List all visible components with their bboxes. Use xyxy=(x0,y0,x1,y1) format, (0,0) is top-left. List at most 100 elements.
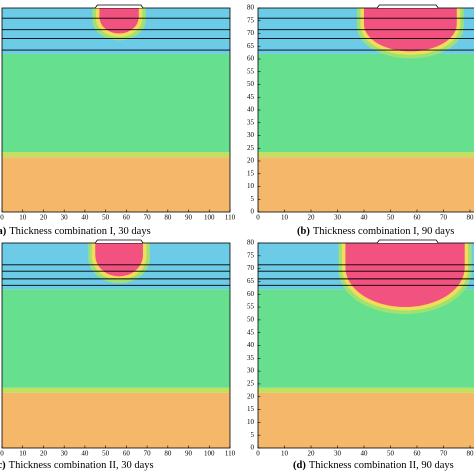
x-tick-label: 70 xyxy=(144,450,152,458)
x-tick-label: 0 xyxy=(0,214,4,222)
y-tick-label: 20 xyxy=(247,392,255,400)
x-tick-label: 40 xyxy=(361,214,369,222)
y-tick-label: 80 xyxy=(247,4,255,12)
layer xyxy=(2,152,230,158)
panel-label: (d) xyxy=(293,460,306,471)
x-tick-label: 10 xyxy=(19,450,27,458)
load-step xyxy=(94,239,144,244)
y-tick-label: 15 xyxy=(247,405,255,413)
layer xyxy=(258,157,474,212)
caption-text: Thickness combination II, 90 days xyxy=(309,460,454,471)
panel: 0 10 20 30 40 50 60 70 80 90 100 110 (c)Thickness co… xyxy=(0,239,236,471)
y-tick-label: 55 xyxy=(247,67,255,75)
layer xyxy=(2,392,230,448)
y-tick-label: 30 xyxy=(247,367,255,375)
x-tick-label: 20 xyxy=(40,214,48,222)
y-tick-label: 65 xyxy=(247,42,255,50)
panel-caption: (a)Thickness combination I, 30 days xyxy=(0,226,151,237)
y-tick-label: 5 xyxy=(251,431,255,439)
y-tick-label: 10 xyxy=(247,182,255,190)
x-tick-label: 60 xyxy=(123,450,131,458)
panel-caption: (c)Thickness combination II, 30 days xyxy=(0,460,154,471)
x-tick-label: 20 xyxy=(308,214,316,222)
layer xyxy=(258,392,474,448)
x-tick-label: 0 xyxy=(256,214,260,222)
layer xyxy=(2,289,230,388)
y-tick-label: 30 xyxy=(247,131,255,139)
x-tick-label: 70 xyxy=(440,214,448,222)
panel-label: (a) xyxy=(0,226,7,237)
panel: 0 10 20 30 40 50 60 70 80 90 100 110 (a)Thickness co… xyxy=(0,4,236,237)
y-tick-label: 55 xyxy=(247,303,255,311)
y-tick-label: 5 xyxy=(251,195,255,203)
y-tick-label: 0 xyxy=(251,208,255,216)
x-tick-label: 40 xyxy=(81,214,89,222)
y-tick-label: 75 xyxy=(247,16,255,24)
x-tick-label: 40 xyxy=(81,450,89,458)
y-tick-label: 0 xyxy=(251,444,255,452)
y-tick-label: 15 xyxy=(247,169,255,177)
plot-area xyxy=(258,8,474,212)
layer xyxy=(258,152,474,158)
x-tick-label: 50 xyxy=(102,450,110,458)
x-tick-label: 30 xyxy=(61,214,69,222)
hot-zone xyxy=(95,243,143,277)
caption-text: Thickness combination I, 30 days xyxy=(9,226,150,237)
panel-caption: (b) Thickness combination I, 90 days xyxy=(297,226,454,237)
y-tick-label: 75 xyxy=(247,251,255,259)
panel: 0 10 20 30 40 50 60 70 80 0 5 10 15 20 25 30 35 40 45 50 55 6… xyxy=(247,4,474,237)
layer xyxy=(2,387,230,393)
x-tick-label: 90 xyxy=(185,214,193,222)
panel-label: (b) xyxy=(297,226,310,237)
hot-zone xyxy=(99,8,139,34)
y-tick-label: 80 xyxy=(247,239,255,247)
x-tick-label: 20 xyxy=(308,450,316,458)
x-tick-label: 100 xyxy=(204,214,215,222)
layer xyxy=(2,53,230,153)
y-tick-label: 25 xyxy=(247,144,255,152)
panel-caption: (d) Thickness combination II, 90 days xyxy=(293,460,454,471)
x-tick-label: 10 xyxy=(19,214,27,222)
panel-label: (c) xyxy=(0,460,6,471)
panel: 0 10 20 30 40 50 60 70 80 0 5 10 15 20 25 30 35 40 45 50 55 6… xyxy=(247,239,474,471)
layer xyxy=(258,387,474,393)
x-tick-label: 10 xyxy=(281,450,289,458)
caption-text: Thickness combination II, 30 days xyxy=(9,460,154,471)
y-tick-label: 70 xyxy=(247,29,255,37)
x-tick-label: 60 xyxy=(414,214,422,222)
y-tick-label: 45 xyxy=(247,93,255,101)
hot-zone xyxy=(345,243,465,308)
plot-area xyxy=(2,8,230,212)
y-tick-label: 25 xyxy=(247,380,255,388)
x-tick-label: 60 xyxy=(123,214,131,222)
caption-text: Thickness combination I, 90 days xyxy=(313,226,454,237)
y-tick-label: 50 xyxy=(247,80,255,88)
y-tick-label: 20 xyxy=(247,157,255,165)
load-step xyxy=(376,239,439,244)
y-tick-label: 35 xyxy=(247,118,255,126)
y-tick-label: 60 xyxy=(247,55,255,63)
x-tick-label: 30 xyxy=(61,450,69,458)
x-tick-label: 40 xyxy=(361,450,369,458)
x-tick-label: 100 xyxy=(204,450,215,458)
plot-area xyxy=(2,243,230,448)
plot-area xyxy=(258,243,474,448)
y-tick-label: 45 xyxy=(247,328,255,336)
y-tick-label: 35 xyxy=(247,354,255,362)
layer xyxy=(2,157,230,212)
y-tick-label: 40 xyxy=(247,341,255,349)
y-tick-label: 50 xyxy=(247,315,255,323)
y-tick-label: 40 xyxy=(247,106,255,114)
x-tick-label: 80 xyxy=(164,214,172,222)
x-tick-label: 70 xyxy=(440,450,448,458)
load-step xyxy=(94,4,144,9)
x-tick-label: 50 xyxy=(387,214,395,222)
x-tick-label: 80 xyxy=(467,214,474,222)
x-tick-label: 70 xyxy=(144,214,152,222)
x-tick-label: 80 xyxy=(467,450,474,458)
y-tick-label: 70 xyxy=(247,264,255,272)
y-tick-label: 65 xyxy=(247,277,255,285)
x-tick-label: 110 xyxy=(225,450,236,458)
load-step xyxy=(376,4,439,9)
